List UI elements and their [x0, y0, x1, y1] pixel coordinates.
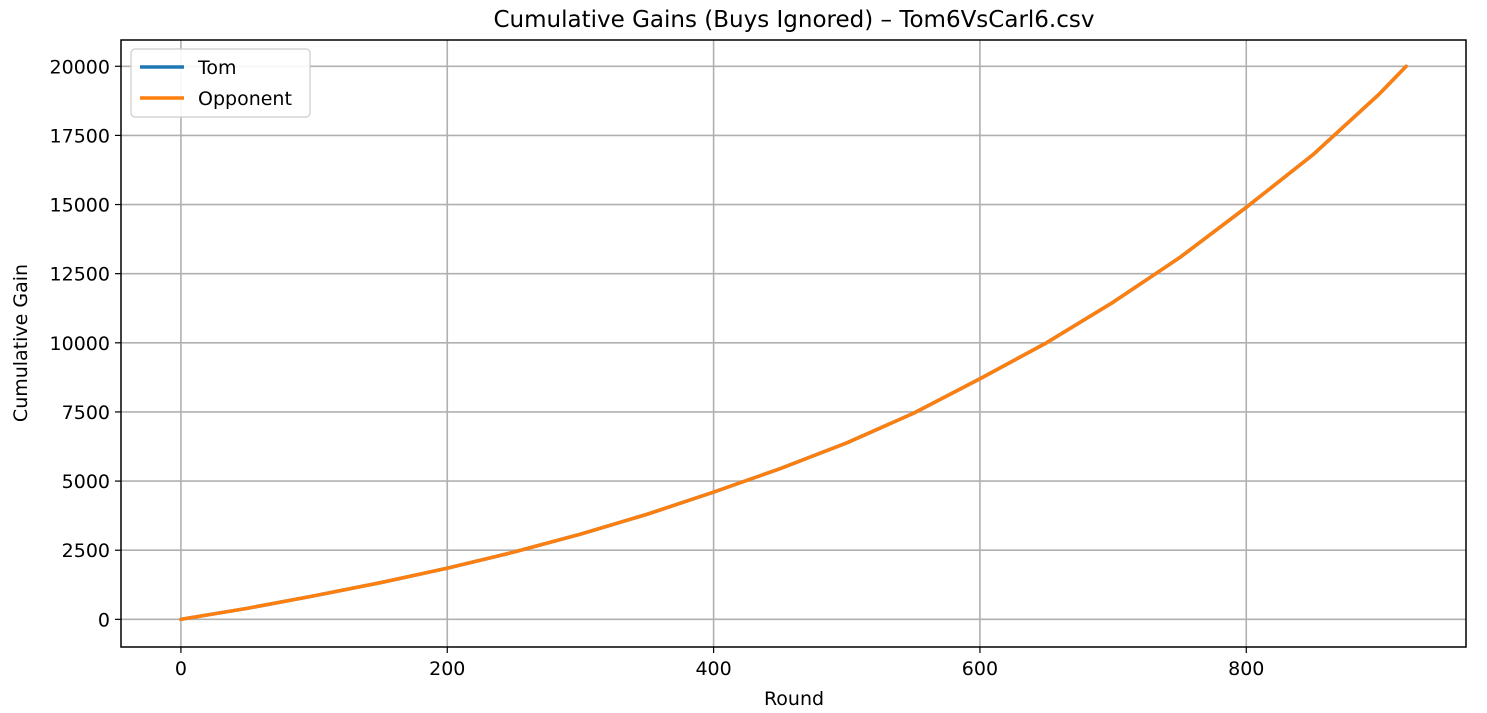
x-tick-label: 400 [695, 658, 731, 680]
y-tick-label: 5000 [62, 471, 110, 493]
x-axis-title: Round [764, 688, 824, 710]
y-tick-label: 2500 [62, 540, 110, 562]
y-tick-label: 20000 [50, 56, 110, 78]
legend-label-opponent: Opponent [198, 88, 292, 110]
grid-layer [121, 40, 1466, 647]
series-line-opponent [179, 64, 1408, 622]
chart-title: Cumulative Gains (Buys Ignored) – Tom6Vs… [494, 7, 1095, 33]
tick-layer: 0 200 400 600 800 0 2500 5000 7500 10000 12500 1500… [50, 56, 1265, 680]
y-tick-label: 12500 [50, 264, 110, 286]
y-tick-label: 15000 [50, 195, 110, 217]
y-tick-label: 0 [98, 609, 110, 631]
x-tick-label: 200 [429, 658, 465, 680]
y-tick-label: 10000 [50, 333, 110, 355]
plot-area-frame [120, 39, 1467, 648]
y-tick-label: 17500 [50, 125, 110, 147]
x-tick-label: 800 [1228, 658, 1264, 680]
legend-label-tom: Tom [197, 57, 237, 79]
x-tick-label: 600 [962, 658, 998, 680]
y-axis-title: Cumulative Gain [10, 264, 32, 422]
y-tick-label: 7500 [62, 402, 110, 424]
x-tick-label: 0 [175, 658, 187, 680]
series-layer [179, 64, 1408, 622]
legend: Tom Opponent [130, 48, 311, 118]
